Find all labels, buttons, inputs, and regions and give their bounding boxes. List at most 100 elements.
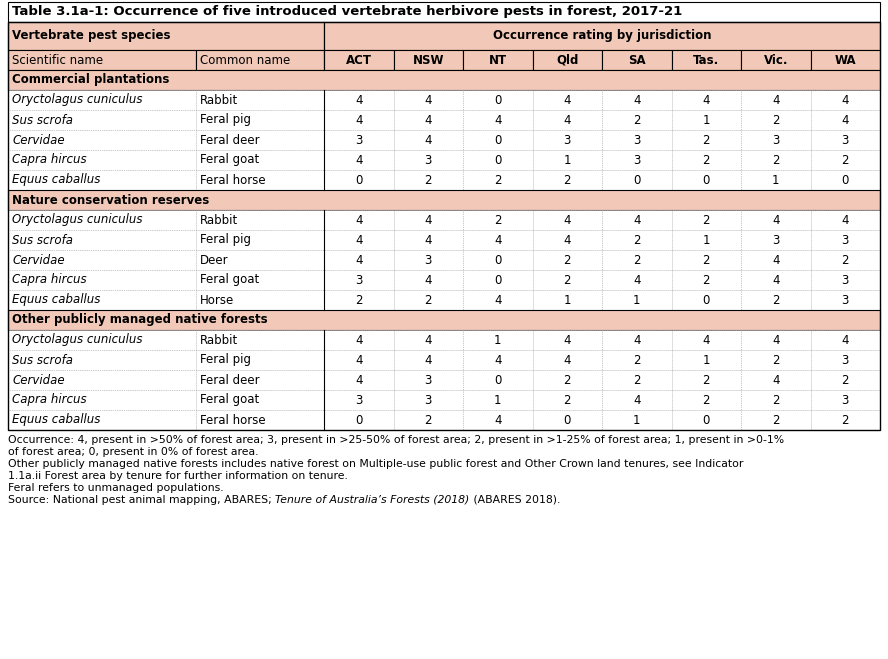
Text: Oryctolagus cuniculus: Oryctolagus cuniculus <box>12 94 142 107</box>
Text: 2: 2 <box>564 173 571 186</box>
Text: 2: 2 <box>702 374 710 386</box>
Bar <box>324 170 393 190</box>
Text: Cervidae: Cervidae <box>12 374 65 386</box>
Text: WA: WA <box>835 53 856 67</box>
Text: Deer: Deer <box>200 254 228 266</box>
Bar <box>602 270 671 290</box>
Bar <box>393 270 463 290</box>
Text: 2: 2 <box>702 214 710 227</box>
Bar <box>196 350 324 370</box>
Bar <box>602 210 671 230</box>
Bar <box>196 130 324 150</box>
Bar <box>671 130 741 150</box>
Bar <box>8 130 196 150</box>
Text: 4: 4 <box>424 273 432 287</box>
Bar <box>741 250 811 270</box>
Text: 2: 2 <box>842 413 849 426</box>
Text: 2: 2 <box>842 254 849 266</box>
Bar <box>196 150 324 170</box>
Text: 2: 2 <box>355 293 362 306</box>
Text: Qld: Qld <box>556 53 578 67</box>
Bar <box>533 350 602 370</box>
Text: Feral horse: Feral horse <box>200 173 266 186</box>
Bar <box>602 50 671 70</box>
Text: 1.1a.ii Forest area by tenure for further information on tenure.: 1.1a.ii Forest area by tenure for furthe… <box>8 471 348 481</box>
Text: 0: 0 <box>494 94 502 107</box>
Text: Commercial plantations: Commercial plantations <box>12 74 170 86</box>
Bar <box>8 110 196 130</box>
Text: 2: 2 <box>564 254 571 266</box>
Text: Occurrence rating by jurisdiction: Occurrence rating by jurisdiction <box>493 30 711 42</box>
Bar <box>602 330 671 350</box>
Bar <box>393 370 463 390</box>
Text: 4: 4 <box>355 254 362 266</box>
Text: 3: 3 <box>772 233 780 246</box>
Bar <box>533 270 602 290</box>
Text: 4: 4 <box>355 94 362 107</box>
Bar <box>463 270 533 290</box>
Bar <box>463 370 533 390</box>
Bar <box>671 410 741 430</box>
Text: Feral pig: Feral pig <box>200 233 251 246</box>
Bar <box>533 50 602 70</box>
Text: 0: 0 <box>702 413 710 426</box>
Bar <box>811 290 880 310</box>
Bar <box>196 270 324 290</box>
Bar <box>741 210 811 230</box>
Text: 1: 1 <box>633 293 640 306</box>
Bar <box>8 350 196 370</box>
Bar <box>533 90 602 110</box>
Bar <box>393 210 463 230</box>
Bar <box>8 290 196 310</box>
Text: 4: 4 <box>633 273 640 287</box>
Text: 3: 3 <box>842 233 849 246</box>
Text: 4: 4 <box>355 333 362 347</box>
Text: 4: 4 <box>494 353 502 366</box>
Text: Feral refers to unmanaged populations.: Feral refers to unmanaged populations. <box>8 483 224 493</box>
Bar <box>196 290 324 310</box>
Text: 4: 4 <box>355 233 362 246</box>
Bar <box>533 130 602 150</box>
Text: Feral deer: Feral deer <box>200 134 259 146</box>
Text: 4: 4 <box>702 333 710 347</box>
Text: 3: 3 <box>633 154 640 167</box>
Bar <box>602 350 671 370</box>
Bar <box>533 330 602 350</box>
Bar <box>811 130 880 150</box>
Text: 4: 4 <box>494 293 502 306</box>
Bar <box>671 170 741 190</box>
Bar <box>393 250 463 270</box>
Text: ACT: ACT <box>345 53 372 67</box>
Text: 2: 2 <box>424 173 432 186</box>
Bar <box>533 230 602 250</box>
Text: 4: 4 <box>564 333 571 347</box>
Text: Rabbit: Rabbit <box>200 214 238 227</box>
Text: 2: 2 <box>494 173 502 186</box>
Text: Scientific name: Scientific name <box>12 53 103 67</box>
Bar <box>671 250 741 270</box>
Bar <box>602 130 671 150</box>
Bar <box>8 390 196 410</box>
Bar <box>602 230 671 250</box>
Bar <box>8 370 196 390</box>
Text: NT: NT <box>488 53 507 67</box>
Bar <box>602 170 671 190</box>
Text: Occurrence: 4, present in >50% of forest area; 3, present in >25-50% of forest a: Occurrence: 4, present in >50% of forest… <box>8 435 784 445</box>
Bar <box>196 110 324 130</box>
Text: Feral goat: Feral goat <box>200 273 259 287</box>
Bar <box>8 170 196 190</box>
Text: 4: 4 <box>564 113 571 127</box>
Bar <box>324 110 393 130</box>
Text: 1: 1 <box>702 233 710 246</box>
Bar <box>393 350 463 370</box>
Bar <box>393 130 463 150</box>
Text: 2: 2 <box>702 393 710 407</box>
Text: Sus scrofa: Sus scrofa <box>12 353 73 366</box>
Bar <box>741 170 811 190</box>
Text: 4: 4 <box>424 214 432 227</box>
Bar <box>602 390 671 410</box>
Bar <box>533 170 602 190</box>
Bar <box>811 90 880 110</box>
Text: Capra hircus: Capra hircus <box>12 273 87 287</box>
Text: 1: 1 <box>494 333 502 347</box>
